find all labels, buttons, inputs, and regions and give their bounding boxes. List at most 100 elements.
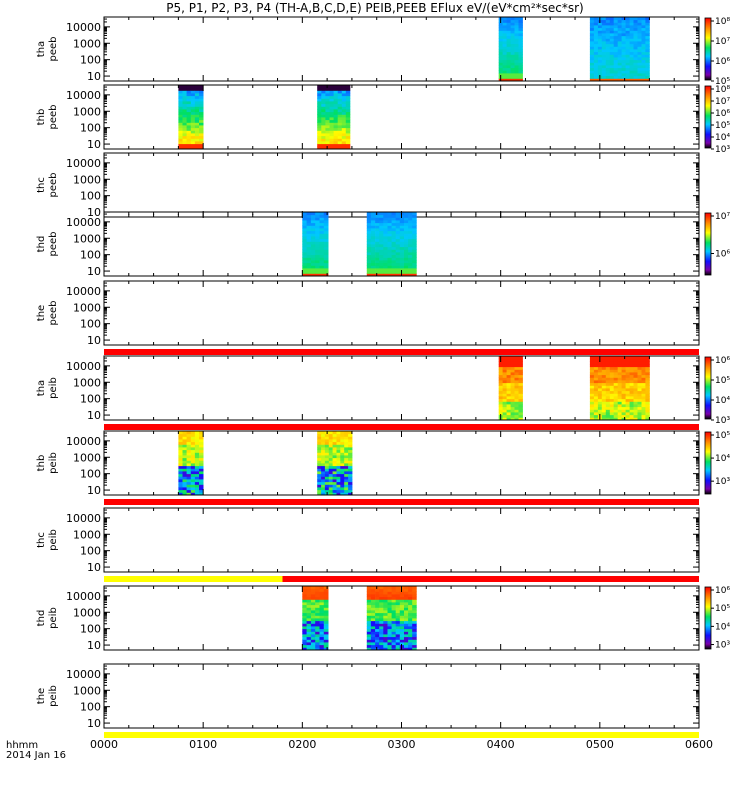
spectrogram-cell	[399, 254, 405, 258]
y-tick-label: 1000	[73, 606, 101, 619]
spectrogram-cell	[518, 43, 523, 47]
spectrogram-cell	[645, 364, 650, 368]
spectrogram-cell	[366, 233, 372, 237]
spectrogram-cell	[321, 452, 326, 456]
spectrogram-cell	[345, 90, 351, 94]
spectrogram-cell	[514, 41, 519, 45]
spectrogram-cell	[194, 460, 200, 464]
spectrogram-cell	[329, 130, 334, 134]
spectrogram-cell	[302, 636, 307, 640]
spectrogram-cell	[323, 249, 329, 253]
spectrogram-cell	[412, 260, 417, 264]
spectrogram-cell	[317, 109, 322, 113]
spectrogram-cell	[502, 78, 507, 82]
spectrogram-cell	[387, 262, 392, 266]
spectrogram-cell	[613, 19, 619, 23]
spectrogram-cell	[641, 73, 646, 77]
spectrogram-cell	[589, 49, 595, 53]
spectrogram-cell	[641, 404, 646, 408]
colorbar-tick-label: 10⁷	[715, 212, 730, 222]
spectrogram-cell	[593, 361, 599, 365]
spectrogram-cell	[315, 220, 320, 224]
y-tick-label: 1000	[73, 173, 101, 186]
spectrogram-cell	[399, 586, 405, 590]
spectrogram-cell	[321, 109, 326, 113]
spectrogram-cell	[625, 49, 630, 53]
spectrogram-cell	[633, 59, 638, 63]
spectrogram-cell	[186, 127, 192, 131]
spectrogram-cell	[404, 254, 409, 258]
spectrogram-cell	[514, 369, 519, 373]
spectrogram-cell	[186, 143, 192, 147]
spectrogram-cell	[387, 257, 392, 261]
spectrogram-cell	[336, 471, 341, 475]
spectrogram-cell	[412, 604, 417, 608]
spectrogram-cell	[337, 87, 343, 91]
spectrogram-cell	[387, 612, 392, 616]
spectrogram-cell	[375, 634, 380, 638]
spectrogram-cell	[633, 401, 638, 405]
spectrogram-cell	[408, 631, 413, 635]
spectrogram-cell	[597, 366, 603, 370]
spectrogram-cell	[190, 489, 196, 493]
spectrogram-cell	[518, 369, 523, 373]
spectrogram-cell	[366, 260, 372, 264]
spectrogram-cell	[593, 43, 599, 47]
spectrogram-cell	[366, 254, 372, 258]
spectrogram-cell	[391, 246, 397, 250]
spectrogram-cell	[605, 62, 611, 66]
spectrogram-cell	[645, 30, 650, 34]
spectrogram-cell	[617, 417, 623, 421]
spectrogram-cell	[625, 27, 630, 31]
spectrogram-cell	[348, 487, 353, 491]
spectrogram-cell	[345, 133, 351, 137]
spectrogram-cell	[498, 361, 504, 365]
spectrogram-cell	[593, 75, 599, 79]
spectrogram-cell	[412, 596, 417, 600]
spectrogram-cell	[625, 19, 630, 23]
spectrogram-cell	[597, 388, 603, 392]
spectrogram-cell	[306, 228, 312, 232]
y-tick-label: 1000	[73, 684, 101, 697]
spectrogram-cell	[518, 22, 523, 26]
spectrogram-cell	[321, 146, 326, 150]
spectrogram-cell	[375, 639, 380, 643]
spectrogram-cell	[412, 628, 417, 632]
spectrogram-cell	[498, 49, 504, 53]
colorbar-tick-label: 10⁶	[715, 57, 730, 67]
spectrogram-cell	[190, 135, 196, 139]
spectrogram-cell	[319, 246, 325, 250]
spectrogram-cell	[391, 238, 397, 242]
spectrogram-cell	[370, 628, 376, 632]
spectrogram-cell	[641, 43, 646, 47]
spectrogram-cell	[310, 620, 316, 624]
spectrogram-cell	[609, 377, 615, 381]
spectrogram-cell	[315, 265, 320, 269]
spectrogram-cell	[321, 143, 326, 147]
spectrogram-cell	[514, 414, 519, 418]
spectrogram-cell	[302, 596, 307, 600]
spectrogram-cell	[502, 54, 507, 58]
spectrogram-cell	[629, 46, 634, 50]
spectrogram-cell	[199, 489, 204, 493]
spectrogram-cell	[637, 396, 642, 400]
spectrogram-cell	[345, 87, 351, 91]
spectrogram-cell	[199, 130, 204, 134]
spectrogram-cell	[625, 377, 630, 381]
spectrogram-cell	[645, 51, 650, 55]
spectrogram-cell	[317, 489, 322, 493]
spectrogram-cell	[315, 596, 320, 600]
spectrogram-cell	[589, 366, 595, 370]
spectrogram-cell	[190, 111, 196, 115]
spectrogram-cell	[514, 33, 519, 37]
spectrogram-cell	[319, 273, 325, 277]
spectrogram-cell	[633, 33, 638, 37]
spectrogram-cell	[601, 67, 607, 71]
spectrogram-cell	[625, 404, 630, 408]
spectrogram-cell	[609, 33, 615, 37]
spectrogram-cell	[194, 484, 200, 488]
spectrogram-cell	[329, 133, 334, 137]
spectrogram-cell	[641, 49, 646, 53]
spectrogram-cell	[336, 455, 341, 459]
spectrogram-cell	[629, 65, 634, 69]
